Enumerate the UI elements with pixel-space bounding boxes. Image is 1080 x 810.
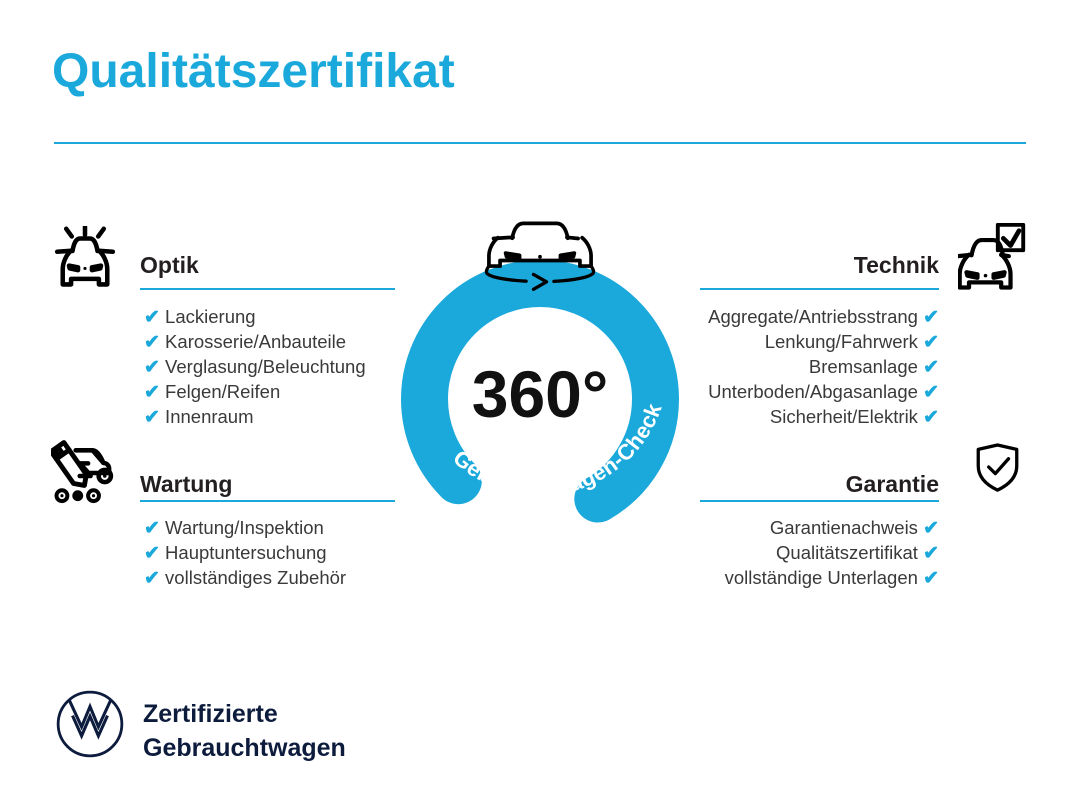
- svg-text:360°: 360°: [472, 357, 609, 431]
